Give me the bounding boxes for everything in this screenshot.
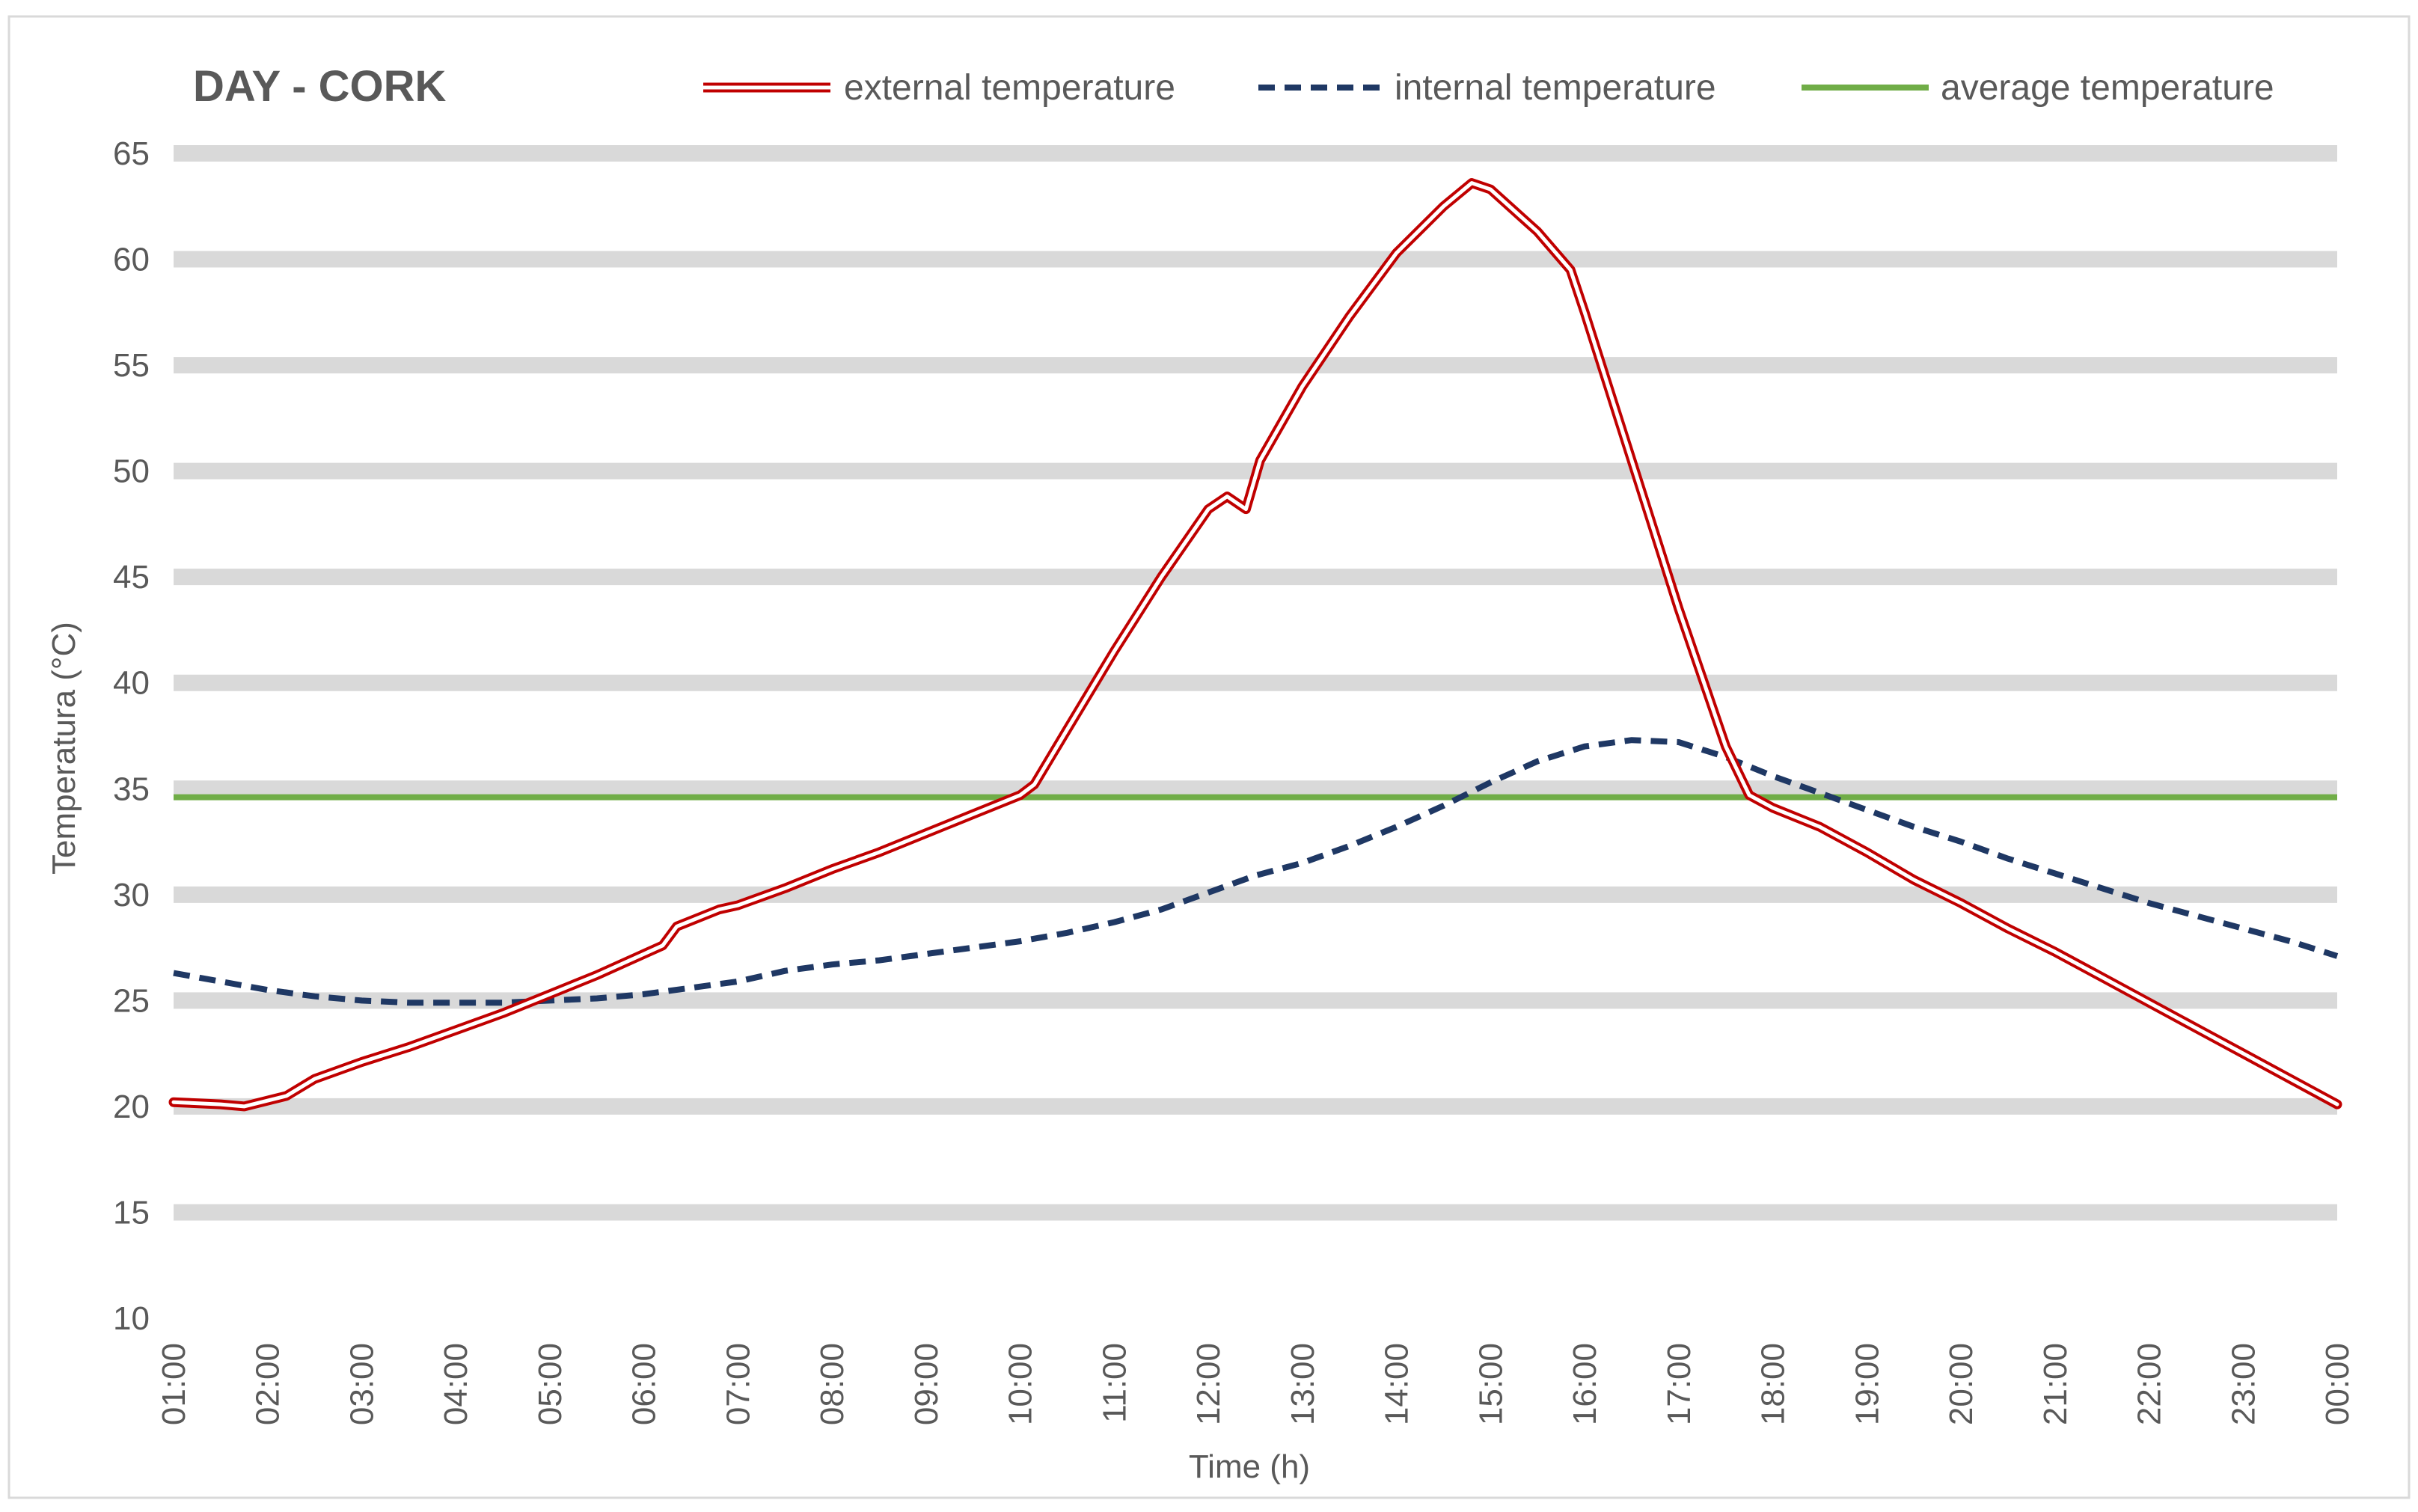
x-tick-label: 12:00 [1190, 1343, 1227, 1425]
y-tick-label: 20 [113, 1089, 150, 1125]
x-tick-label: 19:00 [1849, 1343, 1885, 1425]
y-tick-label: 45 [113, 559, 150, 596]
y-axis-ticks: 10 15 20 25 30 35 40 45 50 55 60 65 [113, 135, 150, 1337]
legend-label-external: external temperature [844, 68, 1175, 108]
series-line-external-inner [171, 181, 2339, 1109]
legend-item-external: external temperature [703, 68, 1175, 108]
y-tick-label: 10 [113, 1300, 150, 1337]
x-axis-ticks: 01:00 02:00 03:00 04:00 05:00 06:00 07:00 08:00… [156, 1343, 2356, 1425]
y-axis-title: Temperatura (°C) [46, 622, 82, 875]
x-tick-label: 18:00 [1755, 1343, 1792, 1425]
x-tick-label: 13:00 [1285, 1343, 1321, 1425]
x-tick-label: 23:00 [2225, 1343, 2262, 1425]
y-tick-label: 55 [113, 347, 150, 384]
y-tick-label: 65 [113, 135, 150, 172]
x-tick-label: 20:00 [1943, 1343, 1980, 1425]
x-tick-label: 03:00 [343, 1343, 380, 1425]
x-tick-label: 16:00 [1567, 1343, 1603, 1425]
x-tick-label: 07:00 [720, 1343, 756, 1425]
x-tick-label: 21:00 [2037, 1343, 2074, 1425]
y-tick-label: 35 [113, 771, 150, 807]
x-tick-label: 10:00 [1003, 1343, 1039, 1425]
y-tick-label: 15 [113, 1194, 150, 1231]
x-tick-label: 11:00 [1096, 1343, 1133, 1423]
y-tick-label: 60 [113, 242, 150, 278]
series-layer [168, 178, 2342, 1112]
x-tick-label: 04:00 [438, 1343, 474, 1425]
legend-label-average: average temperature [1941, 68, 2274, 108]
x-tick-label: 02:00 [250, 1343, 287, 1425]
y-tick-label: 25 [113, 982, 150, 1019]
legend-item-internal: internal temperature [1258, 68, 1716, 108]
chart-title: DAY - CORK [193, 62, 447, 111]
x-tick-label: 15:00 [1472, 1343, 1509, 1425]
x-tick-label: 17:00 [1661, 1343, 1698, 1425]
x-tick-label: 09:00 [908, 1343, 945, 1425]
legend: external temperature internal temperatur… [703, 68, 2274, 108]
x-tick-label: 22:00 [2131, 1343, 2168, 1425]
legend-label-internal: internal temperature [1395, 68, 1716, 108]
x-tick-label: 08:00 [814, 1343, 851, 1425]
y-tick-label: 50 [113, 453, 150, 490]
y-tick-label: 40 [113, 665, 150, 702]
x-tick-label: 06:00 [626, 1343, 663, 1425]
x-tick-label: 00:00 [2319, 1343, 2356, 1425]
x-tick-label: 05:00 [532, 1343, 569, 1425]
chart-border [7, 15, 2411, 1499]
series-line-internal [173, 737, 2339, 1006]
x-tick-label: 01:00 [156, 1343, 192, 1425]
legend-item-average: average temperature [1802, 68, 2274, 108]
x-axis-title: Time (h) [1189, 1448, 1310, 1485]
y-tick-label: 30 [113, 877, 150, 913]
x-tick-label: 14:00 [1379, 1343, 1415, 1425]
